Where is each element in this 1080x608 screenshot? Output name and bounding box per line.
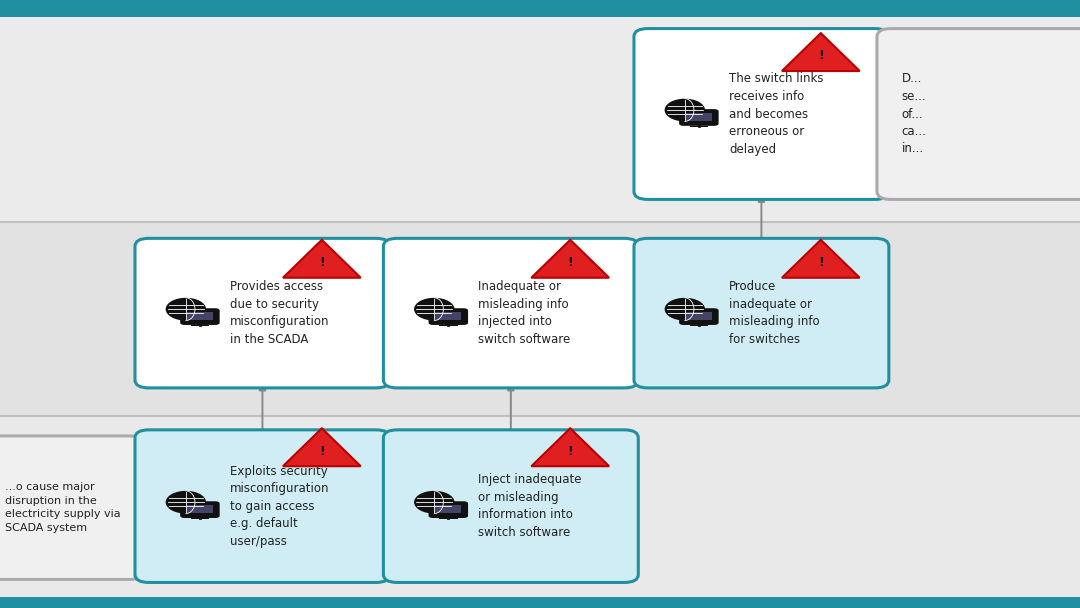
- Polygon shape: [283, 428, 361, 466]
- Circle shape: [414, 298, 455, 320]
- Polygon shape: [531, 240, 609, 278]
- Text: !: !: [567, 444, 573, 458]
- Bar: [435, 313, 461, 320]
- FancyBboxPatch shape: [679, 109, 718, 126]
- FancyBboxPatch shape: [429, 308, 468, 325]
- Bar: [440, 325, 458, 326]
- FancyBboxPatch shape: [0, 436, 144, 579]
- Bar: [187, 313, 213, 320]
- Bar: [187, 505, 213, 513]
- Text: Exploits security
misconfiguration
to gain access
e.g. default
user/pass: Exploits security misconfiguration to ga…: [230, 465, 329, 548]
- Circle shape: [414, 491, 455, 514]
- Polygon shape: [283, 240, 361, 278]
- FancyBboxPatch shape: [429, 501, 468, 518]
- Polygon shape: [782, 240, 860, 278]
- Text: Inject inadequate
or misleading
information into
switch software: Inject inadequate or misleading informat…: [478, 474, 582, 539]
- FancyBboxPatch shape: [679, 308, 718, 325]
- FancyBboxPatch shape: [634, 238, 889, 388]
- Bar: [191, 325, 210, 326]
- Polygon shape: [782, 33, 860, 71]
- Bar: [690, 126, 708, 127]
- Bar: [0, 0, 1080, 222]
- Circle shape: [165, 298, 206, 320]
- Text: !: !: [567, 256, 573, 269]
- Text: Produce
inadequate or
misleading info
for switches: Produce inadequate or misleading info fo…: [729, 280, 820, 346]
- Bar: [0, 0, 1080, 17]
- FancyBboxPatch shape: [180, 308, 219, 325]
- Circle shape: [165, 491, 206, 514]
- Text: D...
se...
of...
ca...
in...: D... se... of... ca... in...: [902, 72, 927, 156]
- FancyBboxPatch shape: [180, 501, 219, 518]
- Circle shape: [664, 298, 705, 320]
- FancyBboxPatch shape: [135, 238, 390, 388]
- Bar: [690, 325, 708, 326]
- Text: ...o cause major
disruption in the
electricity supply via
SCADA system: ...o cause major disruption in the elect…: [5, 482, 121, 533]
- Text: !: !: [818, 49, 824, 63]
- Text: !: !: [319, 256, 325, 269]
- Bar: [0, 597, 1080, 608]
- Text: Provides access
due to security
misconfiguration
in the SCADA: Provides access due to security misconfi…: [230, 280, 329, 346]
- FancyBboxPatch shape: [634, 29, 889, 199]
- FancyBboxPatch shape: [135, 430, 390, 582]
- FancyBboxPatch shape: [383, 430, 638, 582]
- Bar: [440, 518, 458, 519]
- Text: The switch links
receives info
and becomes
erroneous or
delayed: The switch links receives info and becom…: [729, 72, 823, 156]
- Bar: [191, 518, 210, 519]
- Bar: [686, 113, 712, 121]
- Text: !: !: [319, 444, 325, 458]
- FancyBboxPatch shape: [877, 29, 1080, 199]
- Text: !: !: [818, 256, 824, 269]
- Bar: [686, 313, 712, 320]
- Text: Inadequate or
misleading info
injected into
switch software: Inadequate or misleading info injected i…: [478, 280, 570, 346]
- Bar: [0, 416, 1080, 608]
- Bar: [0, 222, 1080, 416]
- Circle shape: [664, 98, 705, 122]
- Bar: [435, 505, 461, 513]
- Polygon shape: [531, 428, 609, 466]
- FancyBboxPatch shape: [383, 238, 638, 388]
